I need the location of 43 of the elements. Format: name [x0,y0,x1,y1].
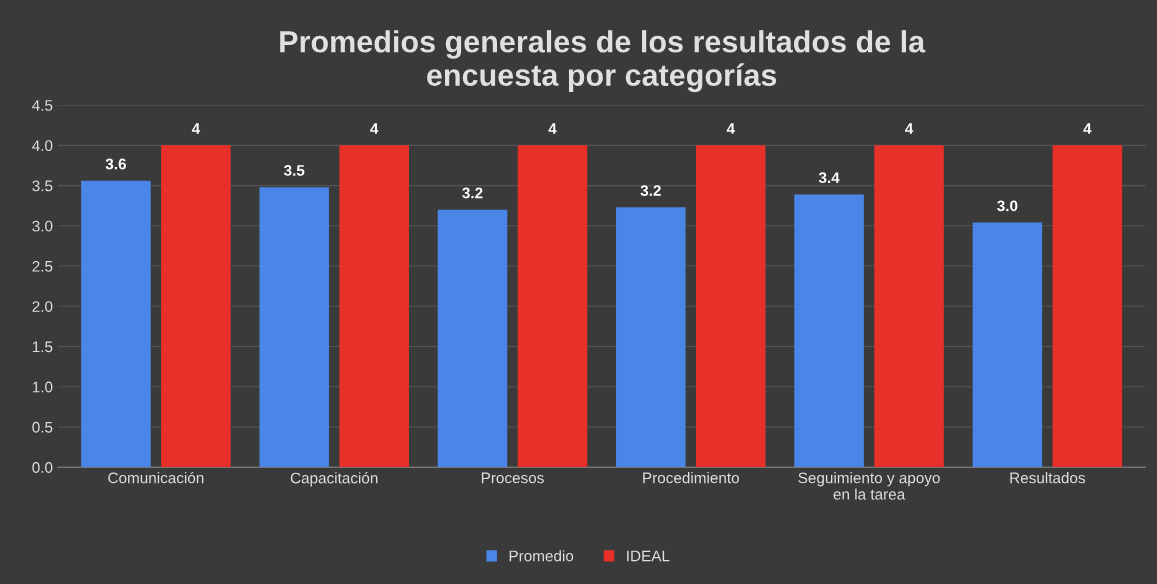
bar [81,180,151,468]
y-tick-label: 3.0 [32,220,53,232]
bar [259,187,329,468]
bar [161,145,231,468]
y-tick-label: 3.5 [32,180,53,192]
bar [616,207,686,468]
data-label: 3.6 [105,158,126,170]
data-label: 4 [905,123,914,134]
bar [1052,145,1123,468]
y-tick-label: 2.5 [32,260,53,272]
data-label: 4 [1083,123,1092,134]
x-tick-label: Resultados [1010,472,1086,484]
y-tick-label: 4.5 [32,100,53,111]
data-label: 4 [370,123,379,134]
bar [874,145,944,468]
bar [696,145,766,468]
y-tick-label: 0.0 [32,462,53,473]
data-label: 4 [726,123,735,134]
data-label: 4 [191,123,201,134]
data-label: 3.5 [283,165,305,176]
data-label: 3.2 [640,185,661,196]
data-label: 3.2 [462,187,483,199]
x-tick-label: Capacitación [290,472,378,487]
y-tick-label: 1.5 [32,341,53,353]
chart-title: Promedios generales de los resultados de la encuesta por categorías [280,30,926,93]
legend-label: Promedio [509,550,574,562]
legend-label: IDEAL [627,550,670,562]
data-label: 4 [548,123,557,134]
y-tick-label: 2.0 [32,301,53,312]
y-tick-label: 1.0 [32,381,53,393]
data-label: 3.4 [818,172,840,184]
bar [339,145,409,468]
y-tick-label: 4.0 [32,140,53,152]
x-tick-label: Procesos [481,472,544,484]
x-tick-label: Procedimiento [643,472,739,484]
x-tick-label: Comunicación [108,471,204,484]
bar [517,145,588,468]
data-label: 3.0 [997,200,1018,212]
bar [794,194,864,468]
bar [437,209,508,468]
x-tick-label: Seguimiento y apoyo en la tarea [798,472,940,500]
bar [972,222,1043,468]
y-tick-label: 0.5 [32,421,53,433]
